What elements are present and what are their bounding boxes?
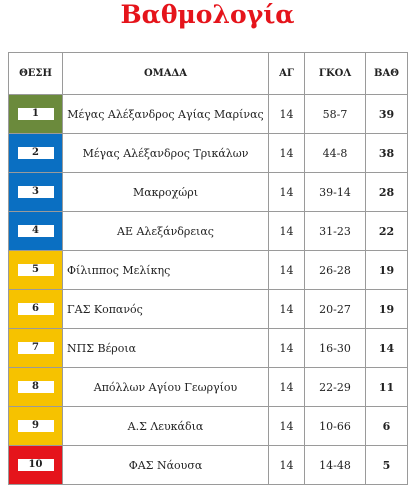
column-header: ΘΕΣΗ xyxy=(8,52,63,95)
goals-cell: 39-14 xyxy=(304,172,366,212)
standings-row: 3 Μακροχώρι 14 39-14 28 xyxy=(8,172,408,212)
team-cell: Μέγας Αλέξανδρος Αγίας Μαρίνας xyxy=(62,94,269,134)
standings-row: 1 Μέγας Αλέξανδρος Αγίας Μαρίνας 14 58-7 39 xyxy=(8,94,408,134)
position-cell: 10 xyxy=(8,445,63,485)
team-cell: ΓΑΣ Κοπανός xyxy=(62,289,269,329)
header-row: ΘΕΣΗ ΟΜΑΔΑ ΑΓ ΓΚΟΛ ΒΑΘ xyxy=(8,52,408,95)
points-cell: 5 xyxy=(365,445,408,485)
games-cell: 14 xyxy=(268,172,305,212)
team-cell: Απόλλων Αγίου Γεωργίου xyxy=(62,367,269,407)
standings-row: 6 ΓΑΣ Κοπανός 14 20-27 19 xyxy=(8,289,408,329)
column-header: ΒΑΘ xyxy=(365,52,408,95)
position-badge: 7 xyxy=(17,342,54,354)
points-cell: 28 xyxy=(365,172,408,212)
standings-row: 5 Φίλιππος Μελίκης 14 26-28 19 xyxy=(8,250,408,290)
column-header: ΓΚΟΛ xyxy=(304,52,366,95)
position-cell: 8 xyxy=(8,367,63,407)
position-cell: 4 xyxy=(8,211,63,251)
position-cell: 7 xyxy=(8,328,63,368)
goals-cell: 26-28 xyxy=(304,250,366,290)
position-badge: 3 xyxy=(17,186,54,198)
position-badge: 5 xyxy=(17,264,54,276)
goals-cell: 20-27 xyxy=(304,289,366,329)
page-title: Βαθμολογία xyxy=(120,0,295,29)
standings-row: 4 ΑΕ Αλεξάνδρειας 14 31-23 22 xyxy=(8,211,408,251)
team-cell: Μακροχώρι xyxy=(62,172,269,212)
goals-cell: 31-23 xyxy=(304,211,366,251)
goals-cell: 22-29 xyxy=(304,367,366,407)
column-header: ΑΓ xyxy=(268,52,305,95)
games-cell: 14 xyxy=(268,211,305,251)
position-cell: 6 xyxy=(8,289,63,329)
standings-table: ΘΕΣΗ ΟΜΑΔΑ ΑΓ ΓΚΟΛ ΒΑΘ 1 Μέγας Αλέξανδρος Αγί… xyxy=(8,52,408,485)
points-cell: 19 xyxy=(365,250,408,290)
position-cell: 9 xyxy=(8,406,63,446)
position-badge: 1 xyxy=(17,108,54,120)
games-cell: 14 xyxy=(268,445,305,485)
standings-row: 2 Μέγας Αλέξανδρος Τρικάλων 14 44-8 38 xyxy=(8,133,408,173)
position-badge: 9 xyxy=(17,420,54,432)
games-cell: 14 xyxy=(268,406,305,446)
table-body: 1 Μέγας Αλέξανδρος Αγίας Μαρίνας 14 58-7 39 2… xyxy=(8,94,408,485)
points-cell: 6 xyxy=(365,406,408,446)
goals-cell: 58-7 xyxy=(304,94,366,134)
standings-row: 10 ΦΑΣ Νάουσα 14 14-48 5 xyxy=(8,445,408,485)
standings-row: 9 Α.Σ Λευκάδια 14 10-66 6 xyxy=(8,406,408,446)
team-cell: ΝΠΣ Βέροια xyxy=(62,328,269,368)
games-cell: 14 xyxy=(268,94,305,134)
team-cell: Α.Σ Λευκάδια xyxy=(62,406,269,446)
position-cell: 2 xyxy=(8,133,63,173)
points-cell: 22 xyxy=(365,211,408,251)
position-badge: 10 xyxy=(17,459,54,471)
team-cell: ΑΕ Αλεξάνδρειας xyxy=(62,211,269,251)
position-badge: 2 xyxy=(17,147,54,159)
points-cell: 19 xyxy=(365,289,408,329)
team-cell: Μέγας Αλέξανδρος Τρικάλων xyxy=(62,133,269,173)
games-cell: 14 xyxy=(268,367,305,407)
team-cell: Φίλιππος Μελίκης xyxy=(62,250,269,290)
team-cell: ΦΑΣ Νάουσα xyxy=(62,445,269,485)
table-header: ΘΕΣΗ ΟΜΑΔΑ ΑΓ ΓΚΟΛ ΒΑΘ xyxy=(8,52,408,95)
points-cell: 11 xyxy=(365,367,408,407)
column-header: ΟΜΑΔΑ xyxy=(62,52,269,95)
goals-cell: 10-66 xyxy=(304,406,366,446)
position-cell: 3 xyxy=(8,172,63,212)
standings-row: 8 Απόλλων Αγίου Γεωργίου 14 22-29 11 xyxy=(8,367,408,407)
points-cell: 39 xyxy=(365,94,408,134)
games-cell: 14 xyxy=(268,289,305,329)
games-cell: 14 xyxy=(268,328,305,368)
position-badge: 8 xyxy=(17,381,54,393)
goals-cell: 44-8 xyxy=(304,133,366,173)
position-cell: 5 xyxy=(8,250,63,290)
games-cell: 14 xyxy=(268,133,305,173)
standings-row: 7 ΝΠΣ Βέροια 14 16-30 14 xyxy=(8,328,408,368)
goals-cell: 16-30 xyxy=(304,328,366,368)
position-badge: 6 xyxy=(17,303,54,315)
points-cell: 38 xyxy=(365,133,408,173)
position-badge: 4 xyxy=(17,225,54,237)
games-cell: 14 xyxy=(268,250,305,290)
points-cell: 14 xyxy=(365,328,408,368)
goals-cell: 14-48 xyxy=(304,445,366,485)
position-cell: 1 xyxy=(8,94,63,134)
